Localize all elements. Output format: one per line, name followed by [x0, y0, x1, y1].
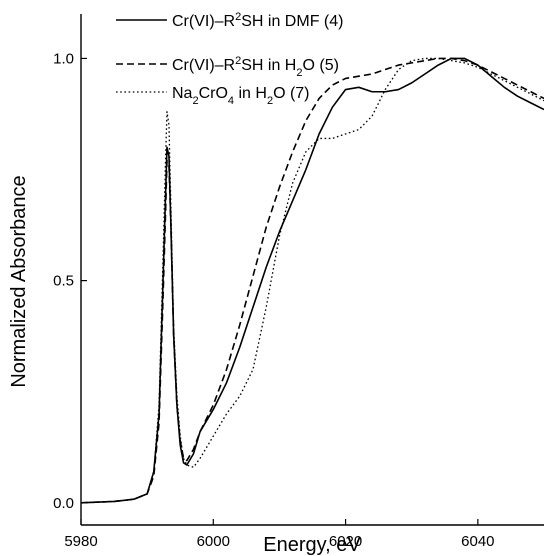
- x-tick-label: 5980: [64, 533, 97, 550]
- series-line-3: [81, 57, 544, 504]
- legend: Cr(VI)–R2SH in DMF (4) Cr(VI)–R2SH in H2O…: [116, 11, 343, 107]
- y-tick-label: 0.0: [53, 495, 74, 512]
- x-tick-label: 6000: [197, 533, 230, 550]
- legend-label-3: Na2CrO4 in H2O (7): [172, 85, 310, 107]
- y-tick-label: 1.0: [53, 50, 74, 67]
- series-line-2: [81, 57, 544, 504]
- axis-ticks: 5980 6000 6020 6040 0.0 0.5 1.0: [53, 50, 494, 550]
- legend-label-2: Cr(VI)–R2SH in H2O (5): [172, 55, 339, 79]
- series-line-1: [81, 57, 544, 504]
- x-tick-label: 6020: [329, 533, 362, 550]
- x-axis-title: Energy, eV: [263, 534, 361, 556]
- series-lines: [81, 57, 544, 504]
- x-tick-label: 6040: [461, 533, 494, 550]
- y-tick-label: 0.5: [53, 273, 74, 290]
- axes: [80, 14, 544, 526]
- legend-label-1: Cr(VI)–R2SH in DMF (4): [172, 11, 343, 30]
- y-axis-title: Normalized Absorbance: [8, 175, 30, 387]
